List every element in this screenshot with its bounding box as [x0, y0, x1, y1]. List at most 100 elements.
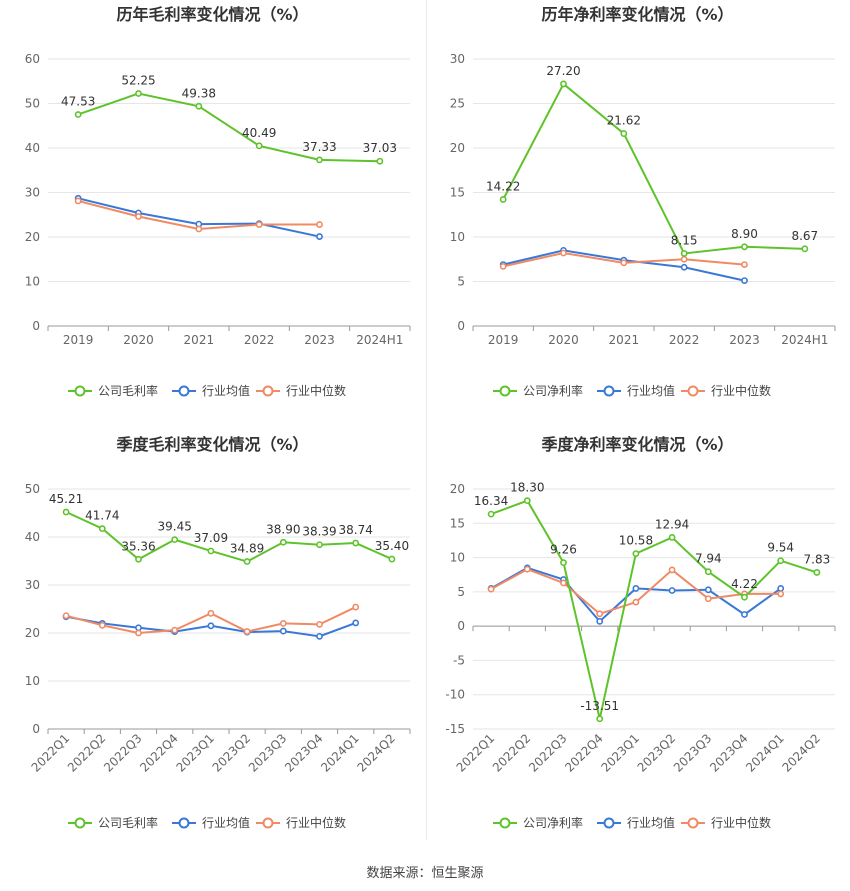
data-label: 47.53	[61, 94, 95, 108]
legend-label[interactable]: 公司净利率	[523, 815, 583, 830]
data-point	[207, 609, 215, 617]
chart-svg: 历年毛利率变化情况（%） 0 10 20 30 40 50 60 2019 2020 2021 202…	[25, 5, 411, 398]
data-point	[98, 621, 106, 629]
data-label: 38.39	[302, 525, 336, 539]
data-label: 21.62	[607, 114, 641, 128]
data-label: 8.15	[671, 233, 698, 247]
y-tick-label: 40	[25, 141, 40, 155]
x-tick-label: 2023	[729, 333, 760, 347]
data-point	[243, 558, 251, 565]
x-tick-label: 2020	[123, 333, 154, 347]
x-tick-label: 2022Q1	[29, 731, 73, 775]
annual-gross-margin-chart: 历年毛利率变化情况（%） 0 10 20 30 40 50 60 2019 2020 2021 202…	[0, 0, 425, 430]
data-label: 7.83	[804, 552, 831, 566]
x-tick-label: 2024H1	[781, 333, 828, 347]
data-label: 18.30	[510, 481, 544, 495]
y-tick-label: 20	[25, 230, 40, 244]
series-line	[490, 499, 818, 720]
data-point	[135, 624, 142, 632]
legend-label[interactable]: 行业均值	[202, 815, 250, 830]
y-tick-label: 0	[32, 722, 40, 736]
legend-label[interactable]: 公司毛利率	[98, 383, 158, 398]
data-source-note: 数据来源：恒生聚源	[366, 866, 484, 881]
annual-net-margin-chart: 历年净利率变化情况（%） 0 5 10 15 20 25 30 2019 2020 2021 2022…	[425, 0, 850, 430]
x-tick-label: 2023Q3	[671, 731, 715, 775]
data-label: 38.90	[266, 522, 300, 536]
x-tick-label: 2024Q2	[354, 731, 398, 775]
data-point	[632, 598, 640, 606]
y-tick-label: -15	[445, 722, 465, 736]
data-point	[207, 622, 215, 630]
y-tick-label: 10	[25, 275, 40, 289]
data-label: 40.49	[242, 126, 276, 140]
data-label: 8.90	[731, 227, 758, 241]
data-point	[777, 590, 785, 598]
data-point	[279, 538, 287, 546]
legend-swatch-marker	[74, 385, 86, 397]
legend-label[interactable]: 行业中位数	[711, 815, 771, 830]
data-point	[560, 80, 567, 88]
x-tick-label: 2020	[548, 333, 579, 347]
data-point	[680, 250, 688, 257]
data-point	[62, 508, 70, 516]
legend-label[interactable]: 行业均值	[627, 815, 675, 830]
x-tick-label: 2019	[63, 333, 94, 347]
y-tick-label: 20	[450, 141, 465, 155]
data-label: 9.54	[767, 541, 794, 555]
data-point	[560, 249, 567, 257]
data-point	[777, 557, 785, 565]
y-tick-label: -10	[445, 688, 465, 702]
data-point	[620, 259, 628, 267]
legend-label[interactable]: 行业中位数	[711, 383, 771, 398]
data-point	[376, 157, 384, 165]
x-tick-label: 2023	[304, 333, 335, 347]
data-point	[560, 579, 567, 587]
legend-swatch-marker	[178, 817, 190, 829]
data-label: 7.94	[695, 552, 722, 566]
legend-label[interactable]: 公司毛利率	[98, 815, 158, 830]
x-tick-label: 2024Q1	[318, 731, 362, 775]
x-tick-label: 2023Q1	[598, 731, 642, 775]
x-tick-label: 2022Q4	[137, 731, 181, 775]
data-label: 4.22	[731, 577, 758, 591]
legend-label[interactable]: 公司净利率	[523, 383, 583, 398]
y-tick-label: 15	[450, 186, 465, 200]
data-point	[523, 565, 531, 573]
legend-label[interactable]: 行业均值	[627, 383, 675, 398]
chart-svg: 历年净利率变化情况（%） 0 5 10 15 20 25 30 2019 2020 2021 2022…	[450, 5, 836, 398]
x-tick-label: 2021	[184, 333, 215, 347]
legend-label[interactable]: 行业中位数	[286, 815, 346, 830]
data-label: 39.45	[158, 520, 192, 534]
series-line	[65, 511, 393, 563]
data-point	[316, 233, 323, 240]
y-tick-label: 0	[457, 619, 465, 633]
quarterly-gross-margin-chart: 季度毛利率变化情况（%） 0 10 20 30 40 50 2022Q1 2022Q2 2022Q…	[0, 430, 425, 860]
y-tick-label: 30	[25, 578, 40, 592]
x-tick-label: 2022Q2	[490, 731, 534, 775]
data-point	[499, 196, 507, 203]
data-point	[352, 539, 360, 547]
y-tick-label: 30	[25, 186, 40, 200]
x-tick-label: 2024Q1	[743, 731, 787, 775]
x-tick-label: 2023Q4	[282, 731, 326, 775]
data-point	[207, 547, 215, 555]
series-line	[502, 82, 805, 255]
y-tick-label: 0	[457, 319, 465, 333]
legend-label[interactable]: 行业中位数	[286, 383, 346, 398]
data-point	[632, 585, 640, 592]
data-point	[135, 90, 142, 97]
y-tick-label: 20	[450, 482, 465, 496]
y-tick-label: 10	[450, 230, 465, 244]
legend-swatch-marker	[603, 385, 615, 397]
legend-swatch-marker	[499, 817, 511, 829]
data-point	[704, 586, 712, 594]
panel-divider	[426, 0, 427, 840]
data-point	[741, 611, 748, 618]
chart-title: 历年净利率变化情况（%）	[541, 5, 733, 24]
chart-title: 季度毛利率变化情况（%）	[115, 435, 308, 454]
data-point	[135, 629, 142, 637]
legend-label[interactable]: 行业均值	[202, 383, 250, 398]
data-point	[668, 534, 676, 541]
data-label: 16.34	[474, 494, 508, 508]
data-point	[668, 587, 676, 594]
